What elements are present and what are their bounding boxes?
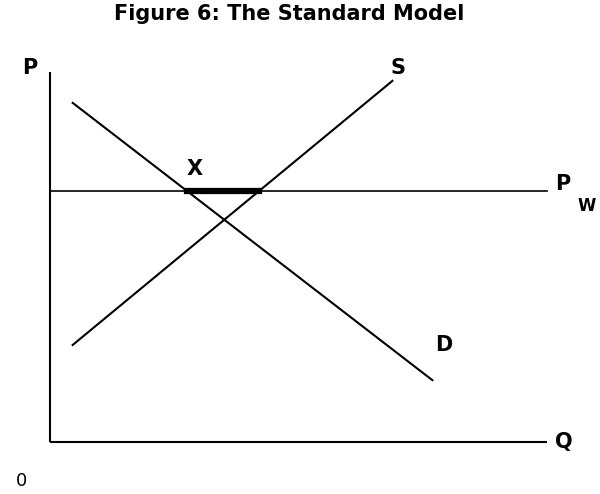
Text: S: S (391, 58, 406, 78)
Text: P: P (22, 58, 37, 78)
Text: Q: Q (555, 432, 572, 452)
Text: W: W (578, 197, 596, 215)
Text: P: P (555, 174, 571, 194)
Title: Figure 6: The Standard Model: Figure 6: The Standard Model (115, 4, 465, 24)
Text: X: X (187, 159, 203, 179)
Text: D: D (435, 335, 452, 355)
Text: 0: 0 (16, 472, 27, 491)
